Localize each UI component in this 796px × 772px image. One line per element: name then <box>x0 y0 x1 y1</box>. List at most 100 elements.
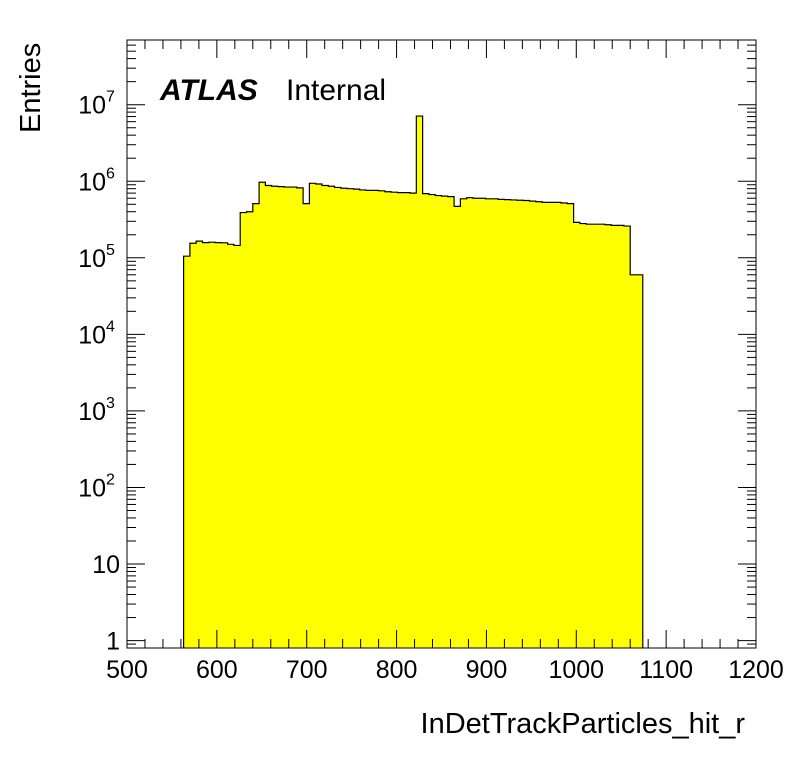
y-axis-title: Entries <box>15 43 47 133</box>
histogram-bar <box>347 188 354 648</box>
histogram-bar <box>523 200 530 648</box>
histogram-bar <box>567 203 574 648</box>
histogram-bar <box>586 224 593 649</box>
histogram-bar <box>233 245 241 648</box>
y-tick-label-base: 10 <box>78 245 106 273</box>
histogram-bar <box>366 190 373 649</box>
histogram-bar <box>554 202 562 648</box>
histogram-bar <box>592 224 600 649</box>
x-tick-label: 600 <box>196 656 238 684</box>
histogram-bar <box>472 198 480 649</box>
histogram-bar <box>372 190 379 649</box>
histogram-bar <box>246 211 254 649</box>
y-tick-label-base: 10 <box>78 398 106 426</box>
plot-frame <box>126 39 757 649</box>
histogram-bar <box>447 196 455 648</box>
histogram-bar <box>321 185 329 648</box>
histogram-bar <box>466 197 474 649</box>
histogram-bar <box>428 194 436 648</box>
histogram-bar <box>240 212 247 648</box>
histogram-bar <box>416 116 424 648</box>
histogram-bar <box>623 226 631 648</box>
x-tick-label: 800 <box>376 656 418 684</box>
histogram-bar <box>516 200 524 649</box>
x-tick-label: 500 <box>106 656 148 684</box>
y-tick-label-exponent: 6 <box>106 165 115 182</box>
histogram-bar <box>215 242 222 648</box>
histogram-bar <box>221 242 229 648</box>
y-tick-label-exponent: 2 <box>106 471 115 488</box>
histogram-bar <box>328 186 335 648</box>
internal-label: Internal <box>286 74 386 107</box>
histogram-bar <box>391 192 398 648</box>
histogram-bar <box>605 224 612 648</box>
histogram-bar <box>529 201 537 648</box>
histogram-bar <box>498 199 505 649</box>
atlas-label: ATLAS <box>159 74 258 107</box>
histogram-bar <box>290 187 298 649</box>
x-tick-label: 1000 <box>548 656 604 684</box>
histogram-bar <box>202 242 210 648</box>
histogram-outline <box>183 115 644 648</box>
y-tick-label-base: 10 <box>78 168 106 196</box>
histogram-bar <box>542 202 549 648</box>
x-tick-label: 1100 <box>639 656 693 684</box>
histogram-bar <box>441 196 449 648</box>
histogram-bar <box>403 192 411 648</box>
y-tick-label-base: 10 <box>78 474 106 502</box>
histogram-bar <box>510 199 518 648</box>
y-tick-label-base: 10 <box>78 92 106 120</box>
x-axis-title: InDetTrackParticles_hit_r <box>421 708 746 740</box>
histogram-bar <box>579 223 587 649</box>
histogram-bar <box>410 193 417 648</box>
axis-ticks <box>126 39 757 649</box>
histogram-bar <box>183 256 191 648</box>
y-tick-label-exponent: 7 <box>106 89 115 106</box>
histogram-bar <box>454 206 461 648</box>
histogram-bar <box>535 201 543 648</box>
histogram-bar <box>561 202 568 648</box>
histogram-bars <box>183 116 644 649</box>
histogram-bar <box>491 198 499 648</box>
histogram-bar <box>504 199 512 648</box>
y-tick-label-exponent: 4 <box>106 318 115 335</box>
histogram-bar <box>353 189 361 648</box>
histogram-bar <box>384 191 392 648</box>
histogram-bar <box>397 192 405 648</box>
histogram-bar <box>284 187 291 649</box>
histogram-bar <box>271 186 279 648</box>
x-tick-labels: 500 600 700 800 900 1000 1100 1200 <box>106 656 784 684</box>
histogram-bar <box>208 242 216 648</box>
histogram-bar <box>277 186 285 648</box>
y-tick-label-base: 10 <box>78 321 106 349</box>
histogram-bar <box>196 241 203 648</box>
histogram-bar <box>435 195 442 648</box>
x-tick-label: 900 <box>466 656 508 684</box>
x-tick-label: 700 <box>286 656 328 684</box>
histogram-bar <box>303 203 310 648</box>
histogram-bar <box>265 185 273 648</box>
x-tick-label: 1200 <box>728 656 784 684</box>
histogram-bar <box>309 183 317 648</box>
histogram-bar <box>227 244 235 648</box>
histogram-bar <box>573 222 581 648</box>
y-tick-label-exponent: 5 <box>106 242 115 259</box>
histogram-bar <box>189 243 197 649</box>
histogram-bar <box>252 203 260 648</box>
histogram-bar <box>485 198 493 648</box>
histogram-bar <box>422 193 430 648</box>
y-tick-label: 10 <box>92 551 120 579</box>
histogram-bar <box>636 274 644 648</box>
histogram-bar <box>359 189 367 648</box>
histogram-bar <box>334 187 342 648</box>
histogram-bar <box>630 274 637 648</box>
histogram-bar <box>315 184 323 648</box>
histogram-bar <box>259 182 266 648</box>
y-tick-label: 1 <box>106 628 120 656</box>
histogram-bar <box>617 225 625 648</box>
histogram-bar <box>460 198 468 648</box>
histogram-bar <box>548 202 556 648</box>
histogram-bar <box>378 190 386 649</box>
